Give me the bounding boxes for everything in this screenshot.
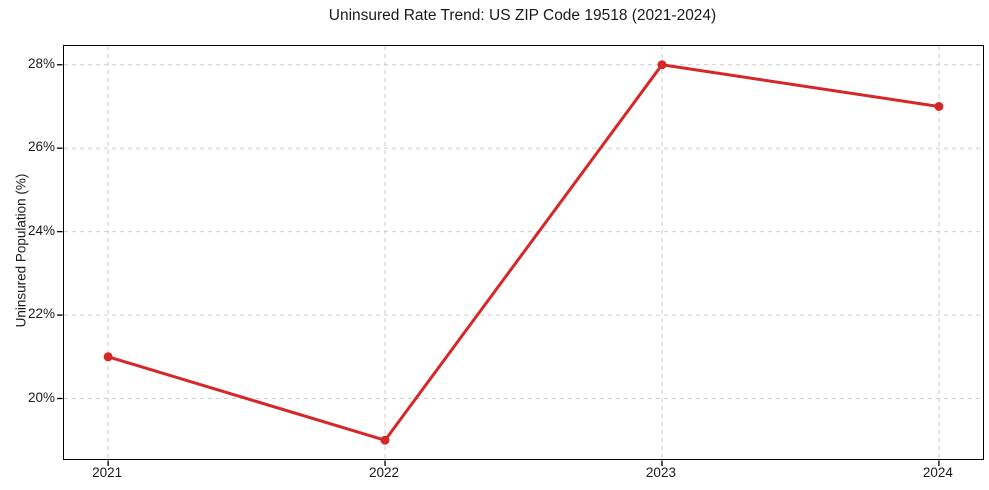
line-chart	[57, 46, 983, 466]
data-point	[380, 435, 390, 445]
x-tick-label: 2021	[92, 465, 123, 480]
chart-title: Uninsured Rate Trend: US ZIP Code 19518 …	[328, 7, 717, 24]
y-tick-label: 22%	[27, 306, 55, 322]
data-point	[103, 352, 113, 362]
data-point	[934, 101, 944, 111]
x-tick-label: 2023	[645, 465, 676, 480]
y-tick-label: 24%	[27, 222, 55, 238]
y-tick-label: 28%	[27, 55, 55, 71]
plot-area	[57, 45, 984, 466]
y-tick-label: 20%	[27, 389, 55, 405]
x-tick-label: 2022	[369, 465, 400, 480]
trend-line	[106, 63, 941, 442]
y-axis-title: Uninsured Population (%)	[13, 173, 29, 328]
x-tick-label: 2024	[922, 465, 953, 480]
data-point	[657, 60, 667, 70]
y-tick-label: 26%	[27, 139, 55, 155]
